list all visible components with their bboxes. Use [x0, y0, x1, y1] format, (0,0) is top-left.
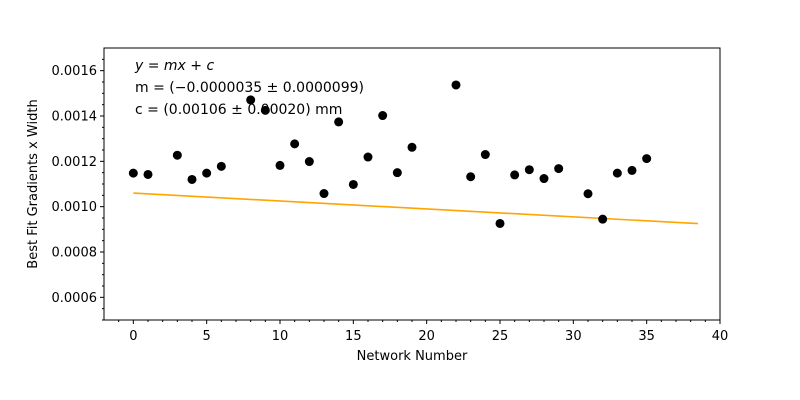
data-point [275, 160, 285, 170]
data-point [143, 169, 153, 179]
data-point [407, 142, 417, 152]
x-tick-label: 0 [129, 329, 137, 344]
data-point [642, 154, 652, 164]
data-point [451, 80, 461, 90]
data-point [378, 111, 388, 121]
fit-line-layer [133, 192, 699, 225]
annotation-intercept: c = (0.00106 ± 0.00020) mm [135, 102, 342, 118]
data-point [216, 161, 226, 171]
data-point [480, 150, 490, 160]
x-tick-label: 35 [638, 329, 655, 344]
data-point [319, 189, 329, 199]
data-point [128, 168, 138, 178]
y-axis-label: Best Fit Gradients x Width [26, 99, 41, 268]
data-point [304, 157, 314, 167]
x-tick-label: 5 [203, 329, 211, 344]
y-axis-ticks: 0.0006 0.0008 0.0010 0.0012 0.0014 0.0016 [52, 58, 104, 321]
data-points-layer [128, 80, 652, 228]
data-point [202, 168, 212, 178]
data-point [246, 95, 256, 105]
data-point [539, 174, 549, 184]
x-tick-label: 15 [345, 329, 362, 344]
y-tick-label: 0.0008 [52, 246, 98, 261]
x-axis-ticks: 0 5 10 15 20 25 30 35 40 [118, 320, 729, 344]
data-point [334, 117, 344, 127]
data-point [392, 168, 402, 178]
data-point [510, 170, 520, 180]
x-tick-label: 20 [418, 329, 435, 344]
y-tick-label: 0.0014 [52, 110, 98, 125]
x-tick-label: 10 [272, 329, 289, 344]
data-point [290, 139, 300, 149]
data-point [583, 189, 593, 199]
data-point [172, 150, 182, 160]
y-tick-label: 0.0016 [52, 64, 98, 79]
x-axis-label: Network Number [357, 349, 468, 364]
y-tick-label: 0.0006 [52, 291, 98, 306]
data-point [612, 168, 622, 178]
data-point [260, 105, 270, 115]
data-point [495, 218, 505, 228]
data-point [554, 164, 564, 174]
y-tick-label: 0.0012 [52, 155, 98, 170]
x-tick-label: 40 [712, 329, 729, 344]
data-point [598, 214, 608, 224]
data-point [187, 174, 197, 184]
fit-line [133, 192, 699, 225]
annotation-equation: y = mx + c [134, 58, 214, 74]
data-point [466, 172, 476, 182]
data-point [524, 165, 534, 175]
annotation-slope: m = (−0.0000035 ± 0.0000099) [135, 80, 364, 96]
x-tick-label: 25 [492, 329, 509, 344]
x-tick-label: 30 [565, 329, 582, 344]
y-tick-label: 0.0010 [52, 200, 98, 215]
data-point [363, 152, 373, 162]
data-point [348, 179, 358, 189]
data-point [627, 165, 637, 175]
